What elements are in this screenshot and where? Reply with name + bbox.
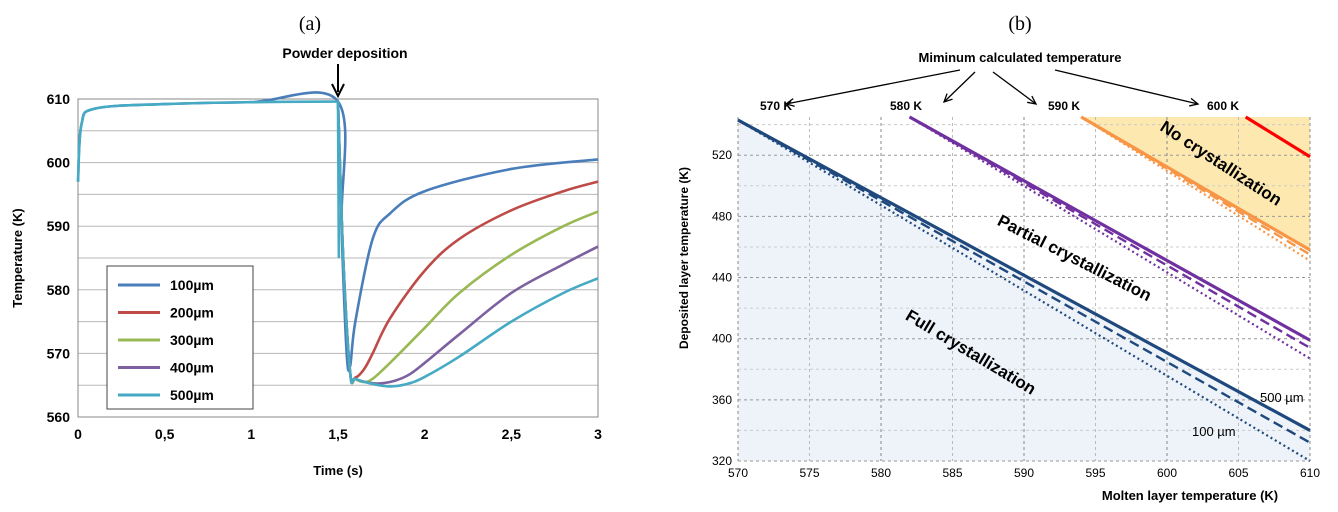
legend-entry-label: 200µm — [170, 305, 214, 321]
y-tick-label: 590 — [47, 218, 71, 234]
series-line-300µm — [336, 101, 599, 385]
legend-entry-label: 300µm — [170, 332, 214, 348]
x-tick-label: 2,5 — [502, 426, 522, 442]
x-tick-label: 0 — [74, 426, 82, 442]
group-label-580k: 580 K — [890, 99, 922, 113]
panel-b-ticks: 570 575 580 585 590 595 600 605 610 320 360 400 440 4… — [712, 148, 1320, 480]
series-600K-solid — [1244, 115, 1311, 159]
y-tick-label: 360 — [712, 393, 732, 407]
y-tick-label: 610 — [47, 91, 71, 107]
legend-entry-label: 400µm — [170, 360, 214, 376]
x-tick-label: 590 — [1014, 466, 1034, 480]
panel-a-x-axis-label: Time (s) — [313, 463, 363, 478]
y-tick-label: 570 — [47, 345, 71, 361]
x-tick-label: 575 — [799, 466, 819, 480]
panel-a-ticks: 0 0,5 1 1,5 2 2,5 3 560 570 580 590 600 610 — [47, 91, 602, 442]
y-tick-label: 480 — [712, 209, 732, 223]
y-tick-label: 560 — [47, 409, 71, 425]
y-tick-label: 520 — [712, 148, 732, 162]
y-tick-label: 320 — [712, 454, 732, 468]
panel-a: (a) Powder deposition 0 0,5 1 1,5 2 2,5 3 560 57… — [10, 13, 602, 478]
pointer-arrow-head — [942, 93, 953, 104]
series-590K-solid — [1080, 115, 1311, 252]
min-calculated-temperature-title: Miminum calculated temperature — [919, 50, 1122, 65]
y-tick-label: 600 — [47, 155, 71, 171]
pointer-arrow-head — [1189, 97, 1200, 107]
series-590K-dotted — [1080, 116, 1311, 262]
panel-a-legend: 100µm 200µm 300µm 400µm 500µm — [106, 265, 254, 410]
series-580K-dashed — [909, 115, 1311, 349]
series-570K-dashed — [737, 119, 1311, 444]
x-tick-label: 595 — [1085, 466, 1105, 480]
panel-b-series — [737, 115, 1311, 462]
group-label-570k: 570 K — [760, 99, 792, 113]
panel-a-plot-area — [77, 98, 599, 418]
x-tick-label: 600 — [1157, 466, 1177, 480]
panel-a-series — [76, 91, 599, 388]
panel-b: (b) Miminum calculated temperature 570 K… — [677, 13, 1320, 503]
pointer-arrow — [943, 71, 976, 103]
series-570K-solid — [737, 118, 1311, 432]
series-line-500µm — [336, 101, 599, 388]
plateau-segment — [76, 100, 339, 182]
x-tick-label: 580 — [871, 466, 891, 480]
x-tick-label: 3 — [594, 426, 602, 442]
x-tick-label: 2 — [421, 426, 429, 442]
y-tick-label: 580 — [47, 282, 71, 298]
legend-entry-label: 100µm — [170, 277, 214, 293]
panel-b-pointer-arrows — [784, 69, 1200, 107]
group-label-600k: 600 K — [1207, 99, 1239, 113]
legend-entry-label: 500µm — [170, 387, 214, 403]
x-tick-label: 585 — [942, 466, 962, 480]
pointer-arrow — [1054, 69, 1199, 105]
x-tick-label: 1,5 — [328, 426, 348, 442]
group-label-590k: 590 K — [1048, 99, 1080, 113]
legend-box — [106, 265, 254, 410]
series-570K-dotted — [737, 119, 1311, 462]
panel-b-x-axis-label: Molten layer temperature (K) — [1102, 488, 1278, 503]
powder-deposition-arrow — [331, 64, 345, 99]
pointer-arrow-head — [784, 98, 795, 107]
pointer-arrow — [992, 71, 1037, 105]
y-tick-label: 440 — [712, 271, 732, 285]
powder-deposition-annotation: Powder deposition — [282, 45, 407, 61]
pointer-arrow-head — [1027, 95, 1038, 105]
panel-a-label: (a) — [299, 13, 321, 35]
panel-b-grid — [737, 117, 1311, 462]
panel-b-y-axis-label: Deposited layer temperature (K) — [677, 167, 691, 349]
panel-a-y-axis-label: Temperature (K) — [10, 208, 25, 307]
drop-segment — [336, 101, 341, 259]
y-tick-label: 400 — [712, 332, 732, 346]
x-tick-label: 1 — [247, 426, 255, 442]
x-tick-label: 605 — [1228, 466, 1248, 480]
x-tick-label: 0,5 — [155, 426, 175, 442]
pointer-arrow — [785, 69, 961, 105]
x-tick-label: 570 — [728, 466, 748, 480]
panel-b-label: (b) — [1008, 13, 1031, 35]
thickness-label-100um: 100 µm — [1192, 424, 1236, 439]
x-tick-label: 610 — [1300, 466, 1320, 480]
thickness-label-500um: 500 µm — [1260, 390, 1304, 405]
series-line-200µm — [336, 101, 599, 385]
arrow-head — [331, 83, 345, 99]
